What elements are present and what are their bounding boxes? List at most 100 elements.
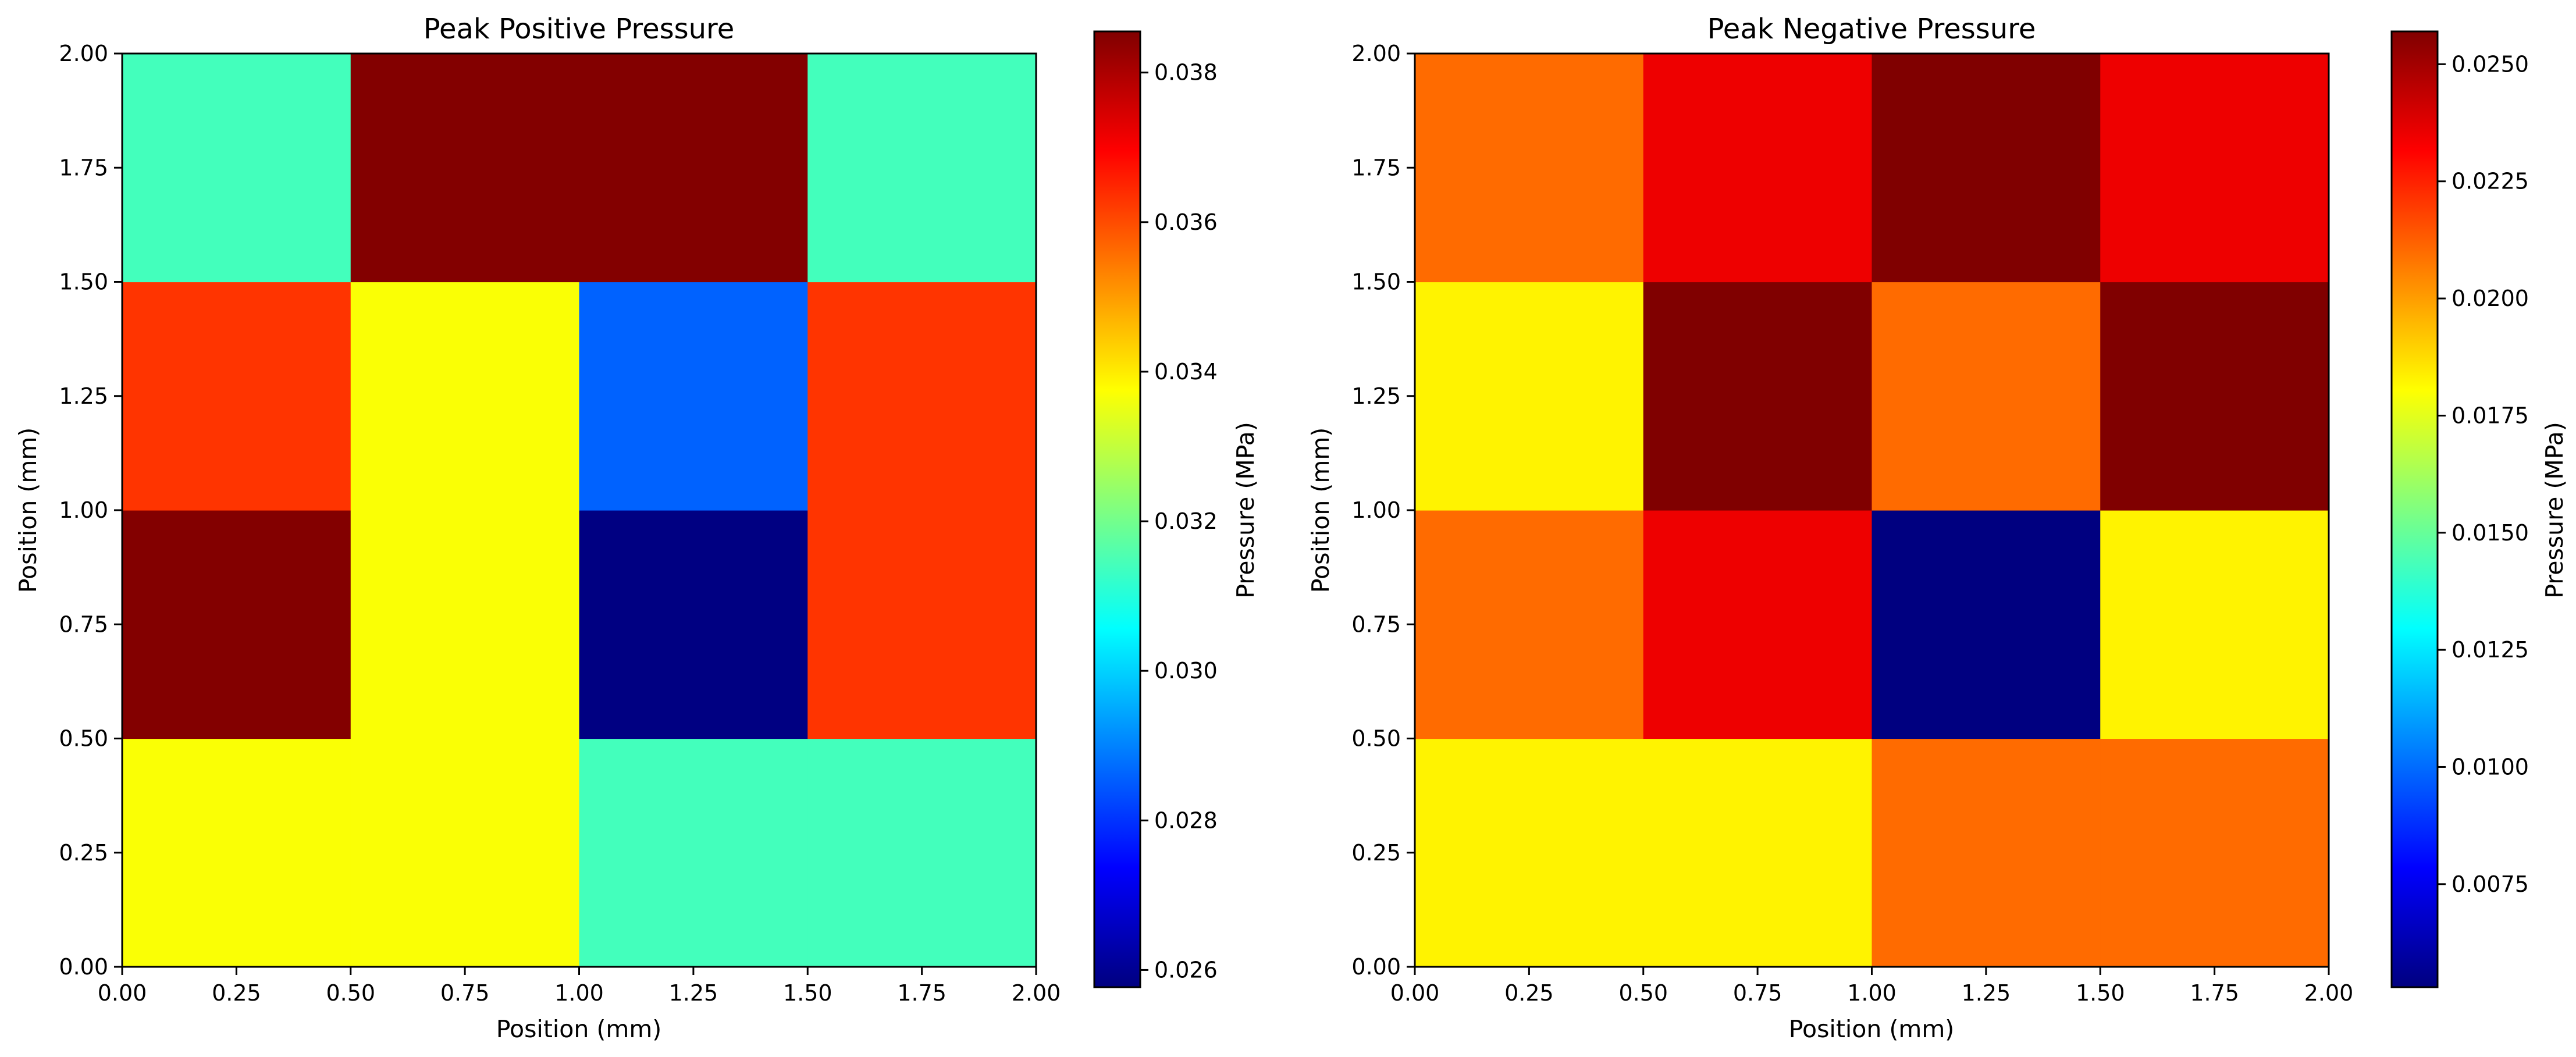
colorbar-tick-label: 0.028: [1154, 807, 1218, 833]
x-tick-label: 0.50: [326, 980, 375, 1006]
heatmap-cell: [1415, 282, 1644, 511]
y-tick-label: 2.00: [1351, 41, 1401, 66]
heatmap-cell: [1415, 738, 1644, 967]
x-tick-label: 2.00: [2304, 980, 2354, 1006]
x-axis-label: Position (mm): [496, 1015, 662, 1043]
y-axis-ticks: 0.00 0.25 0.50 0.75 1.00 1.25 1.50 1.75 2.00: [1351, 41, 1415, 980]
colorbar-gradient: [2392, 31, 2438, 987]
heatmap-cell: [350, 738, 580, 967]
heatmap-cell: [2100, 54, 2329, 283]
x-tick-label: 1.75: [2190, 980, 2239, 1006]
y-axis-label: Position (mm): [14, 428, 42, 593]
colorbar-tick-label: 0.0250: [2452, 51, 2529, 77]
heatmap-cell: [122, 738, 351, 967]
heatmap-cell: [2100, 282, 2329, 511]
y-tick-label: 1.50: [1351, 269, 1401, 295]
y-tick-label: 0.00: [59, 954, 108, 980]
heatmap-cell: [2100, 510, 2329, 739]
colorbar: 0.026 0.028 0.030 0.032 0.034 0.036 0.038 Pres…: [1093, 30, 1259, 988]
heatmap-cell: [807, 510, 1037, 739]
x-tick-label: 0.25: [212, 980, 261, 1006]
y-tick-label: 0.50: [1351, 726, 1401, 752]
colorbar-ticks: 0.0075 0.0100 0.0125 0.0150 0.0175 0.0200 0.02…: [2438, 51, 2529, 897]
y-tick-label: 1.00: [1351, 497, 1401, 523]
x-axis-label: Position (mm): [1789, 1015, 1955, 1043]
chart-title: Peak Negative Pressure: [1707, 13, 2036, 45]
heatmap-cell: [122, 282, 351, 511]
y-tick-label: 1.75: [1351, 155, 1401, 180]
colorbar-tick-label: 0.0125: [2452, 637, 2529, 663]
y-tick-label: 2.00: [59, 41, 108, 66]
heatmap-cell: [350, 54, 580, 283]
heatmap-cell: [1643, 282, 1873, 511]
colorbar-ticks: 0.026 0.028 0.030 0.032 0.034 0.036 0.038: [1140, 60, 1218, 983]
heatmap-cell: [1871, 738, 2101, 967]
heatmap-panel-positive: Peak Positive Pressure 0.00 0.25 0.50 0.75 1…: [14, 13, 1259, 1043]
y-tick-label: 1.75: [59, 155, 108, 180]
heatmap-cell: [350, 282, 580, 511]
heatmap-cell: [1871, 54, 2101, 283]
y-tick-label: 1.50: [59, 269, 108, 295]
colorbar-frame: [1093, 30, 1141, 988]
y-tick-label: 0.25: [1351, 840, 1401, 866]
y-tick-label: 1.25: [1351, 383, 1401, 409]
y-tick-label: 0.75: [59, 611, 108, 637]
colorbar-tick-label: 0.036: [1154, 209, 1218, 235]
colorbar-tick-label: 0.0175: [2452, 403, 2529, 428]
x-axis-ticks: 0.00 0.25 0.50 0.75 1.00 1.25 1.50 1.75 2.00: [98, 967, 1061, 1006]
heatmap-cells: [1415, 54, 2329, 967]
chart-title: Peak Positive Pressure: [424, 13, 735, 45]
y-tick-label: 1.25: [59, 383, 108, 409]
y-axis-label: Position (mm): [1307, 428, 1335, 593]
heatmap-cells: [122, 54, 1037, 967]
x-tick-label: 1.00: [554, 980, 604, 1006]
x-tick-label: 0.00: [1390, 980, 1440, 1006]
y-tick-label: 0.00: [1351, 954, 1401, 980]
heatmap-cell: [1871, 282, 2101, 511]
y-tick-label: 0.25: [59, 840, 108, 866]
colorbar-tick-label: 0.0150: [2452, 520, 2529, 546]
x-tick-label: 0.75: [1733, 980, 1782, 1006]
x-tick-label: 0.50: [1618, 980, 1668, 1006]
heatmap-panel-negative: Peak Negative Pressure 0.00 0.25 0.50 0.75 1…: [1307, 13, 2568, 1043]
heatmap-cell: [579, 738, 808, 967]
colorbar-tick-label: 0.032: [1154, 508, 1218, 534]
colorbar-tick-label: 0.038: [1154, 60, 1218, 86]
heatmap-cell: [122, 54, 351, 283]
y-tick-label: 0.50: [59, 726, 108, 752]
heatmap-cell: [1415, 510, 1644, 739]
colorbar-label: Pressure (MPa): [1232, 422, 1259, 598]
colorbar-frame: [2390, 30, 2439, 988]
colorbar-tick-label: 0.0200: [2452, 286, 2529, 311]
x-tick-label: 1.25: [1962, 980, 2011, 1006]
colorbar-label: Pressure (MPa): [2541, 422, 2568, 598]
colorbar-tick-label: 0.034: [1154, 359, 1218, 385]
heatmap-cell: [1643, 510, 1873, 739]
x-tick-label: 1.00: [1847, 980, 1897, 1006]
colorbar: 0.0075 0.0100 0.0125 0.0150 0.0175 0.0200 0.02…: [2390, 30, 2568, 988]
heatmap-cell: [350, 510, 580, 739]
heatmap-cell: [807, 54, 1037, 283]
heatmap-cell: [1415, 54, 1644, 283]
y-axis-ticks: 0.00 0.25 0.50 0.75 1.00 1.25 1.50 1.75 2.00: [59, 41, 122, 980]
x-tick-label: 2.00: [1012, 980, 1061, 1006]
x-tick-label: 0.25: [1504, 980, 1554, 1006]
x-tick-label: 0.75: [440, 980, 490, 1006]
heatmap-cell: [1643, 738, 1873, 967]
heatmap-cell: [579, 54, 808, 283]
heatmap-cell: [807, 738, 1037, 967]
y-tick-label: 0.75: [1351, 611, 1401, 637]
y-tick-label: 1.00: [59, 497, 108, 523]
colorbar-tick-label: 0.026: [1154, 957, 1218, 983]
heatmap-cell: [807, 282, 1037, 511]
colorbar-gradient: [1094, 31, 1140, 987]
heatmap-cell: [1643, 54, 1873, 283]
heatmap-cell: [1871, 510, 2101, 739]
colorbar-tick-label: 0.030: [1154, 658, 1218, 684]
x-tick-label: 0.00: [98, 980, 147, 1006]
x-tick-label: 1.75: [897, 980, 947, 1006]
heatmap-cell: [579, 282, 808, 511]
x-tick-label: 1.50: [2076, 980, 2125, 1006]
